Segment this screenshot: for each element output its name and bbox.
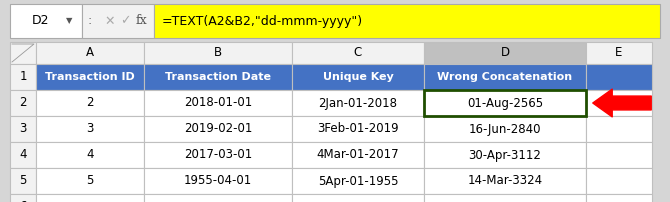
Bar (292, 142, 424, 168)
Bar (424, 142, 586, 168)
Text: 4: 4 (19, 148, 27, 162)
Bar (10, 64, 36, 90)
Bar (586, 116, 652, 142)
Bar (586, 168, 652, 194)
Bar (36, 116, 144, 142)
Bar (10, 116, 36, 142)
Bar (586, 42, 652, 64)
Bar (10, 168, 36, 194)
Bar (36, 168, 144, 194)
Bar (36, 42, 144, 64)
Bar (292, 116, 424, 142)
Text: 6: 6 (19, 201, 27, 202)
Text: C: C (354, 46, 362, 60)
Bar (36, 142, 144, 168)
Text: 1: 1 (19, 70, 27, 83)
Bar (144, 116, 292, 142)
Bar (144, 42, 292, 64)
Text: D: D (500, 46, 510, 60)
Bar (586, 90, 652, 116)
Text: ✓: ✓ (120, 15, 131, 27)
Text: 4Mar-01-2017: 4Mar-01-2017 (317, 148, 399, 162)
Text: 1955-04-01: 1955-04-01 (184, 175, 252, 187)
Bar (292, 90, 424, 116)
Text: ✕: ✕ (104, 15, 115, 27)
Text: B: B (214, 46, 222, 60)
Bar (82, 4, 154, 38)
Bar (292, 168, 424, 194)
Text: 5Apr-01-1955: 5Apr-01-1955 (318, 175, 398, 187)
Bar (424, 90, 586, 116)
Bar (424, 64, 586, 90)
Bar (144, 194, 292, 202)
Text: E: E (615, 46, 622, 60)
Bar (144, 168, 292, 194)
Bar (10, 194, 36, 202)
Text: ▼: ▼ (66, 17, 72, 25)
Text: 14-Mar-3324: 14-Mar-3324 (468, 175, 543, 187)
Bar (144, 142, 292, 168)
Bar (292, 42, 424, 64)
Bar (586, 64, 652, 90)
Bar (292, 194, 424, 202)
Text: :: : (88, 15, 92, 27)
Text: fx: fx (135, 15, 147, 27)
Text: Transaction Date: Transaction Date (165, 72, 271, 82)
Text: 30-Apr-3112: 30-Apr-3112 (468, 148, 541, 162)
Text: 5: 5 (86, 175, 94, 187)
Text: Transaction ID: Transaction ID (45, 72, 135, 82)
Text: 3: 3 (19, 122, 27, 136)
Text: 2017-03-01: 2017-03-01 (184, 148, 252, 162)
Text: 4: 4 (86, 148, 94, 162)
Bar (36, 90, 144, 116)
Bar (154, 4, 660, 38)
Text: 3Feb-01-2019: 3Feb-01-2019 (317, 122, 399, 136)
Text: 2018-01-01: 2018-01-01 (184, 97, 252, 109)
Text: 3: 3 (86, 122, 94, 136)
Bar (36, 194, 144, 202)
Bar (292, 64, 424, 90)
Bar (586, 142, 652, 168)
FancyArrowPatch shape (593, 89, 651, 117)
Bar (10, 4, 82, 38)
Bar (424, 42, 586, 64)
Bar (586, 194, 652, 202)
Bar (10, 90, 36, 116)
Text: Wrong Concatenation: Wrong Concatenation (438, 72, 573, 82)
Bar (144, 90, 292, 116)
Text: 5: 5 (19, 175, 27, 187)
Bar (424, 116, 586, 142)
Text: 2Jan-01-2018: 2Jan-01-2018 (318, 97, 397, 109)
Bar (10, 142, 36, 168)
Bar (36, 64, 144, 90)
Text: 2: 2 (19, 97, 27, 109)
Text: 2: 2 (86, 97, 94, 109)
Text: =TEXT(A2&B2,"dd-mmm-yyyy"): =TEXT(A2&B2,"dd-mmm-yyyy") (162, 15, 363, 27)
Bar (10, 4, 660, 38)
Text: D2: D2 (31, 15, 49, 27)
Bar (424, 168, 586, 194)
Text: A: A (86, 46, 94, 60)
Text: 01-Aug-2565: 01-Aug-2565 (467, 97, 543, 109)
Bar (10, 42, 36, 64)
Bar (424, 194, 586, 202)
Text: 16-Jun-2840: 16-Jun-2840 (469, 122, 541, 136)
Text: Unique Key: Unique Key (323, 72, 393, 82)
Bar (144, 64, 292, 90)
Text: 2019-02-01: 2019-02-01 (184, 122, 252, 136)
